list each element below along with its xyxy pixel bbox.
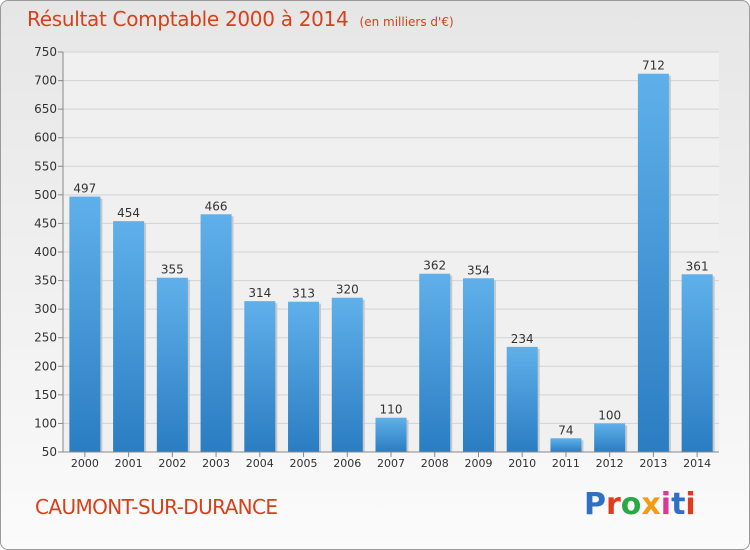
bar: [419, 273, 451, 452]
y-tick-label: 650: [34, 102, 57, 116]
chart-title-unit: (en milliers d'€): [359, 15, 454, 29]
bar: [462, 278, 494, 452]
y-tick-label: 250: [34, 331, 57, 345]
bar-value-label: 712: [642, 59, 665, 73]
x-tick-label: 2009: [464, 457, 492, 470]
chart-title-main: Résultat Comptable 2000 à 2014: [27, 7, 349, 31]
logo-letter: P: [584, 487, 606, 522]
bar-value-label: 361: [686, 259, 709, 273]
y-tick-label: 550: [34, 159, 57, 173]
logo-letter: x: [641, 487, 661, 522]
proxiti-logo[interactable]: Proxiti: [584, 487, 696, 522]
bar-value-label: 100: [598, 408, 621, 422]
x-tick-label: 2003: [202, 457, 230, 470]
y-tick-label: 750: [34, 45, 57, 59]
y-tick-label: 150: [34, 388, 57, 402]
x-tick-label: 2011: [552, 457, 580, 470]
bar: [550, 438, 582, 452]
bar-value-label: 110: [380, 403, 403, 417]
y-tick-label: 450: [34, 216, 57, 230]
y-tick-label: 200: [34, 359, 57, 373]
x-tick-label: 2012: [596, 457, 624, 470]
x-tick-label: 2008: [421, 457, 449, 470]
logo-letter: i: [685, 487, 696, 522]
bar-value-label: 313: [292, 287, 315, 301]
y-tick-label: 350: [34, 274, 57, 288]
bar-value-label: 362: [423, 259, 446, 273]
logo-letter: i: [660, 487, 672, 522]
bar: [156, 277, 188, 452]
logo-letter: o: [620, 487, 642, 522]
x-tick-label: 2014: [683, 457, 711, 470]
bar-value-label: 234: [511, 332, 534, 346]
commune-name: CAUMONT-SUR-DURANCE: [35, 495, 278, 519]
x-tick-label: 2013: [639, 457, 667, 470]
bar: [637, 73, 669, 452]
bar-value-label: 320: [336, 283, 359, 297]
bar-value-label: 466: [205, 199, 228, 213]
bar: [69, 196, 101, 452]
bar-value-label: 497: [73, 182, 96, 196]
y-tick-label: 400: [34, 245, 57, 259]
chart-title: Résultat Comptable 2000 à 2014 (en milli…: [27, 7, 454, 31]
x-tick-label: 2010: [508, 457, 536, 470]
bar: [244, 301, 276, 452]
bar: [506, 346, 538, 452]
x-tick-label: 2006: [333, 457, 361, 470]
bar: [200, 214, 232, 452]
y-tick-label: 500: [34, 188, 57, 202]
x-tick-label: 2007: [377, 457, 405, 470]
y-tick-label: 50: [42, 445, 57, 459]
x-tick-label: 2001: [115, 457, 143, 470]
logo-letter: t: [671, 487, 686, 522]
y-tick-label: 700: [34, 74, 57, 88]
bar-value-label: 314: [248, 286, 271, 300]
x-tick-label: 2002: [158, 457, 186, 470]
bar: [594, 423, 626, 452]
bar: [113, 221, 145, 452]
y-tick-label: 100: [34, 416, 57, 430]
logo-letter: r: [606, 487, 621, 522]
x-tick-label: 2005: [290, 457, 318, 470]
y-tick-label: 300: [34, 302, 57, 316]
bar-value-label: 355: [161, 263, 184, 277]
bar-value-label: 74: [558, 423, 573, 437]
bar-value-label: 454: [117, 206, 140, 220]
bar: [681, 274, 713, 452]
bar: [288, 301, 320, 452]
x-tick-label: 2004: [246, 457, 274, 470]
x-tick-label: 2000: [71, 457, 99, 470]
bar: [375, 417, 407, 452]
bar: [331, 297, 363, 452]
y-tick-label: 600: [34, 131, 57, 145]
bar-value-label: 354: [467, 263, 490, 277]
